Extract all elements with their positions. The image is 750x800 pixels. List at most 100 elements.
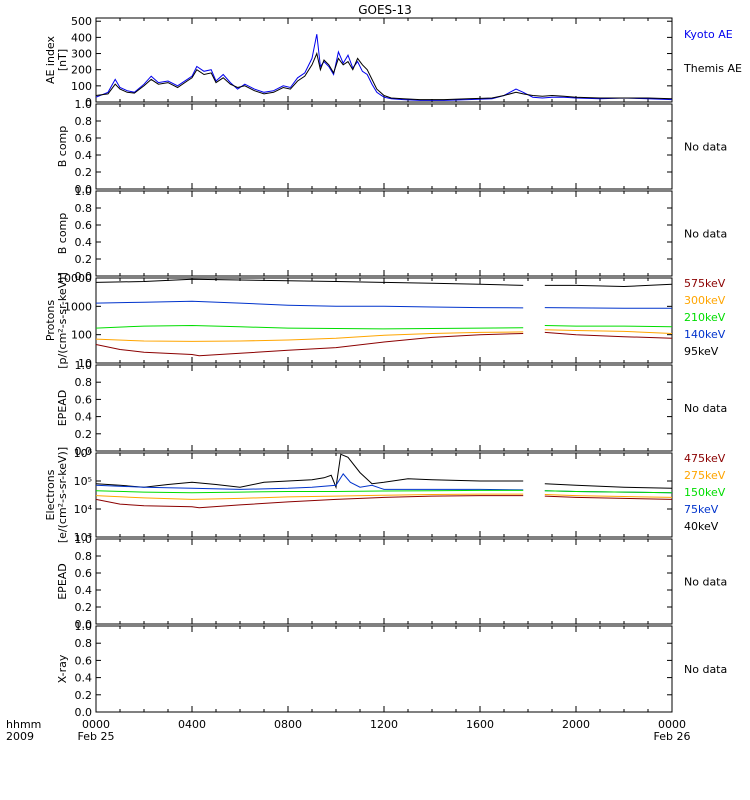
- y-tick-label: 400: [71, 31, 92, 44]
- y-axis-label: B comp: [56, 126, 69, 168]
- legend-entry: 275keV: [684, 469, 726, 482]
- panel-frame: [95, 364, 673, 452]
- y-tick-label: 0.4: [75, 584, 93, 597]
- legend-entry: 40keV: [684, 520, 719, 533]
- panel-frame: [95, 538, 673, 625]
- series-line-275kev: [95, 493, 673, 500]
- y-tick-label: 0.2: [75, 253, 93, 266]
- series-line-300kev: [95, 329, 673, 342]
- y-axis-label: EPEAD: [56, 563, 69, 600]
- y-tick-label: 0.2: [75, 689, 93, 702]
- legend-entry: Kyoto AE: [684, 28, 733, 41]
- series-line-210kev: [95, 324, 673, 330]
- y-tick-label: 0.4: [75, 149, 93, 162]
- footer-label-year: 2009: [6, 730, 34, 743]
- y-tick-label: 0.8: [75, 637, 93, 650]
- panel-frame: [95, 277, 673, 364]
- y-tick-label: 0.8: [75, 115, 93, 128]
- y-axis-label: X-ray: [56, 654, 69, 683]
- legend-entry: 75keV: [684, 503, 719, 516]
- no-data-label: No data: [684, 663, 727, 676]
- series-line-575kev: [95, 331, 673, 357]
- y-tick-label: 10⁴: [74, 503, 93, 516]
- y-tick-label: 200: [71, 64, 92, 77]
- series-line-150kev: [95, 489, 673, 494]
- y-axis-label: [e/(cm²-s-sr-keV)]: [56, 447, 69, 543]
- y-axis-label: Protons: [44, 300, 57, 341]
- y-tick-label: 10: [78, 357, 92, 370]
- panel-ae: 0 100 200 300 400 500 AE index [nT] Kyoto AE Them…: [44, 15, 742, 109]
- y-tick-label: 100: [71, 80, 92, 93]
- y-tick-label: 1.0: [75, 533, 93, 546]
- y-axis-label: Electrons: [44, 469, 57, 520]
- y-tick-label: 1000: [64, 300, 92, 313]
- y-tick-label: 10000: [57, 272, 92, 285]
- series-line-kyoto-ae: [95, 34, 673, 101]
- no-data-label: No data: [684, 141, 727, 154]
- y-tick-label: 0.2: [75, 166, 93, 179]
- panel-frame: [95, 625, 673, 713]
- x-tick-label: 0000: [658, 718, 686, 731]
- panel-bcomp2: 0.0 0.2 0.4 0.6 0.8 1.0 B comp No data: [56, 185, 727, 283]
- y-tick-label: 0: [85, 96, 92, 109]
- y-tick-label: 10³: [74, 531, 92, 544]
- legend-entry: 475keV: [684, 452, 726, 465]
- y-tick-label: 0.2: [75, 601, 93, 614]
- legend-entry: 140keV: [684, 328, 726, 341]
- y-tick-label: 1.0: [75, 359, 93, 372]
- footer-label-hhmm: hhmm: [6, 718, 41, 731]
- y-tick-label: 500: [71, 15, 92, 28]
- y-tick-label: 0.8: [75, 202, 93, 215]
- y-tick-label: 0.0: [75, 183, 93, 196]
- y-tick-label: 0.8: [75, 550, 93, 563]
- legend-entry: 95keV: [684, 345, 719, 358]
- legend-entry: 210keV: [684, 311, 726, 324]
- legend-entry: 300keV: [684, 294, 726, 307]
- legend-entry: 150keV: [684, 486, 726, 499]
- y-tick-label: 1.0: [75, 98, 93, 111]
- panel-xray: 0.0 0.2 0.4 0.6 0.8 1.0 X-ray No data: [56, 620, 727, 719]
- panel-frame: [95, 103, 673, 190]
- y-tick-label: 0.0: [75, 270, 93, 283]
- panel-epead1: 0.0 0.2 0.4 0.6 0.8 1.0 EPEAD No data: [56, 359, 727, 458]
- series-line-themis-ae: [95, 51, 673, 101]
- y-tick-label: 0.0: [75, 618, 93, 631]
- y-tick-label: 0.6: [75, 219, 93, 232]
- no-data-label: No data: [684, 402, 727, 415]
- y-tick-label: 100: [71, 329, 92, 342]
- y-axis-label: B comp: [56, 213, 69, 255]
- y-tick-label: 0.6: [75, 132, 93, 145]
- x-tick-label: 1600: [466, 718, 494, 731]
- no-data-label: No data: [684, 576, 727, 589]
- x-tick-label: 0800: [274, 718, 302, 731]
- y-tick-label: 0.4: [75, 411, 93, 424]
- legend-entry: 575keV: [684, 277, 726, 290]
- panel-epead2: 0.0 0.2 0.4 0.6 0.8 1.0 EPEAD No data: [56, 533, 727, 631]
- y-tick-label: 0.4: [75, 672, 93, 685]
- y-axis-label: EPEAD: [56, 390, 69, 427]
- legend-entry: Themis AE: [683, 62, 742, 75]
- no-data-label: No data: [684, 228, 727, 241]
- series-line-40kev: [95, 453, 673, 490]
- y-tick-label: 1.0: [75, 185, 93, 198]
- y-tick-label: 0.2: [75, 428, 93, 441]
- panel-frame: [95, 17, 673, 103]
- x-axis-group: 0000 0400 0800 1200 1600 2000 0000: [82, 718, 686, 731]
- x-tick-label: 0400: [178, 718, 206, 731]
- chart-title: GOES-13: [358, 3, 412, 17]
- y-axis-label: AE index: [44, 35, 57, 84]
- y-tick-label: 0.8: [75, 376, 93, 389]
- footer-date-start: Feb 25: [78, 730, 115, 743]
- series-line-475kev: [95, 495, 673, 509]
- y-axis-label: [nT]: [56, 49, 69, 71]
- x-tick-label: 0000: [82, 718, 110, 731]
- y-tick-label: 300: [71, 48, 92, 61]
- footer-date-end: Feb 26: [654, 730, 691, 743]
- panel-electrons: 10³ 10⁴ 10⁵ 10⁶ Electrons [e/(cm²-s-sr-keV)] 4…: [44, 447, 726, 544]
- panels-group: 0 100 200 300 400 500 AE index [nT] Kyoto AE Them…: [44, 15, 742, 719]
- y-axis-label: [p/(cm²-s-sr-keV)]: [56, 272, 69, 369]
- panel-frame: [95, 190, 673, 277]
- series-line-140kev: [95, 300, 672, 309]
- y-tick-label: 0.0: [75, 706, 93, 719]
- x-tick-label: 1200: [370, 718, 398, 731]
